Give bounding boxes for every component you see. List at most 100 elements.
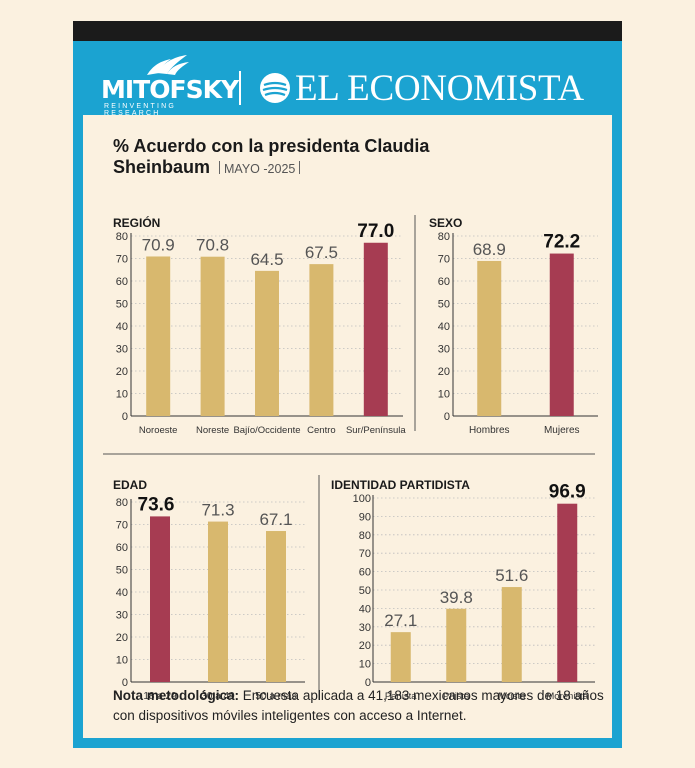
x-tick-label: Centro	[307, 425, 336, 436]
y-tick-label: 30	[116, 344, 128, 356]
x-tick-label: 50 a más	[255, 691, 296, 702]
x-tick-label: Mcista	[498, 691, 526, 702]
bar-50 a más	[266, 531, 286, 682]
y-tick-label: 50	[359, 585, 371, 597]
mitofsky-logo: MITOFSKY REINVENTING RESEARCH	[101, 53, 239, 117]
section-dividers	[103, 215, 595, 700]
y-tick-label: 30	[116, 610, 128, 622]
party-chart: IDENTIDAD PARTIDISTA 0 10 20 30 40 50 60 70 80 90 1…	[331, 478, 595, 702]
y-tick-label: 90	[359, 511, 371, 523]
bar-Centro	[309, 264, 334, 416]
note-text: Encuesta aplicada a 41,183 mexicanos may…	[113, 688, 604, 723]
bar-Noreste	[200, 256, 225, 416]
bar-Mujeres	[549, 253, 574, 416]
y-tick-label: 30	[359, 622, 371, 634]
data-label: 39.8	[440, 588, 473, 607]
methodology-note: Nota metodológica: Encuesta aplicada a 4…	[113, 686, 608, 726]
y-tick-label: 30	[438, 344, 450, 356]
y-tick-label: 50	[438, 299, 450, 311]
x-tick-label: Priista	[443, 691, 470, 702]
y-tick-label: 70	[116, 254, 128, 266]
x-tick-label: Noroeste	[139, 425, 178, 436]
x-tick-label: Bajío/Occidente	[233, 425, 300, 436]
chart-title: EDAD	[113, 478, 147, 492]
bar-Mcista	[501, 587, 522, 682]
y-tick-label: 70	[359, 548, 371, 560]
data-label: 51.6	[495, 566, 528, 585]
x-tick-label: Mujeres	[544, 425, 580, 436]
y-tick-label: 0	[122, 411, 128, 423]
title-line-2: Sheinbaum	[113, 157, 211, 177]
data-label: 73.6	[138, 494, 175, 515]
x-tick-label: Noreste	[196, 425, 229, 436]
y-tick-label: 80	[438, 231, 450, 243]
y-tick-label: 10	[116, 655, 128, 667]
bar-Hombres	[477, 260, 502, 416]
y-tick-label: 100	[353, 493, 371, 505]
bar-Panista	[390, 632, 411, 682]
y-tick-label: 50	[116, 565, 128, 577]
y-tick-label: 60	[359, 567, 371, 579]
bar-Bajío/Occidente	[255, 270, 279, 416]
mitofsky-tagline: REINVENTING RESEARCH	[104, 103, 177, 117]
x-tick-label: Sur/Península	[346, 425, 406, 436]
y-tick-label: 60	[438, 276, 450, 288]
el-economista-logo-icon	[260, 73, 290, 103]
data-label: 96.9	[549, 482, 586, 503]
y-tick-label: 20	[359, 640, 371, 652]
x-tick-label: 30 a 49	[201, 691, 235, 702]
y-tick-label: 50	[116, 299, 128, 311]
x-tick-label: Morenista	[546, 691, 588, 702]
sex-chart: SEXO 0 10 20 30 40 50 60 70 80 68.9 Hombres 72.2 Muje…	[429, 216, 598, 436]
mitofsky-wordmark: MITOFSKY	[101, 75, 239, 104]
x-tick-label: 18 a 29	[143, 691, 177, 702]
content-panel: % Acuerdo con la presidenta Claudia Shei…	[83, 115, 612, 738]
y-tick-label: 40	[116, 587, 128, 599]
data-label: 77.0	[357, 221, 394, 242]
data-label: 72.2	[543, 232, 580, 253]
chart-title: IDENTIDAD PARTIDISTA	[331, 478, 470, 492]
page-title: % Acuerdo con la presidenta Claudia Shei…	[113, 136, 533, 180]
data-label: 67.5	[305, 243, 338, 262]
data-label: 70.8	[196, 236, 229, 255]
y-tick-label: 10	[438, 389, 450, 401]
y-tick-label: 0	[444, 411, 450, 423]
bar-Noroeste	[146, 256, 171, 416]
data-label: 64.5	[250, 250, 283, 269]
region-chart: REGIÓN 0 10 20 30 40 50 60 70 80 70.9 Noroeste 70.8 N…	[113, 215, 406, 436]
note-label: Nota metodológica:	[113, 688, 240, 703]
y-tick-label: 40	[438, 321, 450, 333]
age-chart: EDAD 0 10 20 30 40 50 60 70 80 73.6 18 a 29 71.3 30 a…	[113, 478, 305, 702]
y-tick-label: 60	[116, 276, 128, 288]
y-tick-label: 20	[116, 366, 128, 378]
x-tick-label: Panista	[385, 691, 417, 702]
el-economista-wordmark: EL ECONOMISTA	[295, 68, 584, 109]
title-line-1: % Acuerdo con la presidenta Claudia	[113, 136, 430, 156]
y-tick-label: 10	[116, 389, 128, 401]
y-tick-label: 70	[116, 520, 128, 532]
y-tick-label: 0	[122, 677, 128, 689]
y-tick-label: 80	[116, 231, 128, 243]
data-label: 70.9	[142, 235, 175, 254]
bar-Morenista	[557, 503, 578, 682]
y-tick-label: 0	[365, 677, 371, 689]
y-tick-label: 80	[116, 497, 128, 509]
bird-icon	[147, 55, 189, 75]
bar-18 a 29	[150, 516, 170, 682]
data-label: 71.3	[201, 501, 234, 520]
data-label: 27.1	[384, 611, 417, 630]
y-tick-label: 60	[116, 542, 128, 554]
y-tick-label: 10	[359, 659, 371, 671]
bar-Sur/Península	[363, 242, 388, 416]
chart-title: SEXO	[429, 216, 462, 230]
bar-Priista	[446, 608, 467, 682]
header: MITOFSKY REINVENTING RESEARCH EL ECONOMI…	[73, 41, 622, 117]
y-tick-label: 40	[116, 321, 128, 333]
y-tick-label: 80	[359, 530, 371, 542]
chart-title: REGIÓN	[113, 215, 160, 230]
x-tick-label: Hombres	[469, 425, 510, 436]
infographic-frame: MITOFSKY REINVENTING RESEARCH EL ECONOMI…	[73, 21, 622, 748]
survey-date: MAYO -2025	[224, 162, 296, 176]
bar-30 a 49	[208, 521, 228, 682]
y-tick-label: 40	[359, 603, 371, 615]
